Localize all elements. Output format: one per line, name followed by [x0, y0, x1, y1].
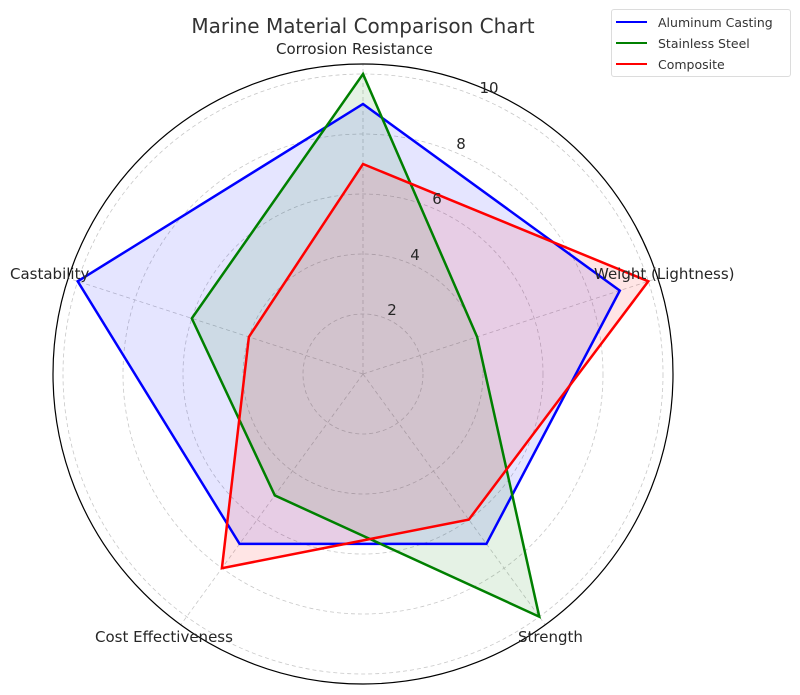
series-line-stainless-steel [190, 71, 542, 619]
grid-spoke [362, 373, 546, 625]
legend-line-icon [616, 42, 647, 44]
legend-item-stainless-steel: Stainless Steel [612, 33, 750, 53]
legend-item-aluminum-casting: Aluminum Casting [612, 12, 773, 32]
axis-label-corrosion-resistance: Corrosion Resistance [276, 40, 433, 58]
axis-label-strength: Strength [518, 628, 583, 646]
axis-label-castability: Castability [10, 265, 90, 283]
series-lines [75, 71, 651, 619]
axis-label-cost-effectiveness: Cost Effectiveness [95, 628, 233, 646]
angular-gridlines [68, 64, 658, 625]
radial-tick-10: 10 [479, 79, 499, 97]
legend-line-icon [616, 63, 647, 65]
series-line-aluminum-casting [75, 102, 622, 546]
legend-item-composite: Composite [612, 54, 725, 74]
series-line-composite [220, 162, 651, 570]
legend-label: Composite [658, 56, 725, 72]
radial-tick-4: 4 [410, 246, 420, 264]
axis-label-weight: Weight (Lightness) [594, 265, 735, 283]
grid-spoke [362, 277, 658, 375]
grid-spoke [68, 277, 364, 375]
radial-tick-8: 8 [456, 135, 466, 153]
legend-line-icon [616, 21, 647, 23]
legend: Aluminum Casting Stainless Steel Composi… [611, 9, 791, 77]
grid-circle [182, 193, 544, 555]
grid-circle [242, 253, 484, 495]
grid-circle [62, 73, 664, 675]
chart-title: Marine Material Comparison Chart [191, 14, 535, 38]
radial-tick-2: 2 [387, 301, 397, 319]
outer-frame-circle [52, 63, 674, 685]
grid-spoke [180, 373, 364, 625]
radial-tick-6: 6 [432, 190, 442, 208]
series-fill-composite [221, 164, 649, 569]
legend-label: Aluminum Casting [658, 14, 773, 30]
legend-label: Stainless Steel [658, 35, 750, 51]
series-fill-stainless-steel [191, 74, 540, 617]
